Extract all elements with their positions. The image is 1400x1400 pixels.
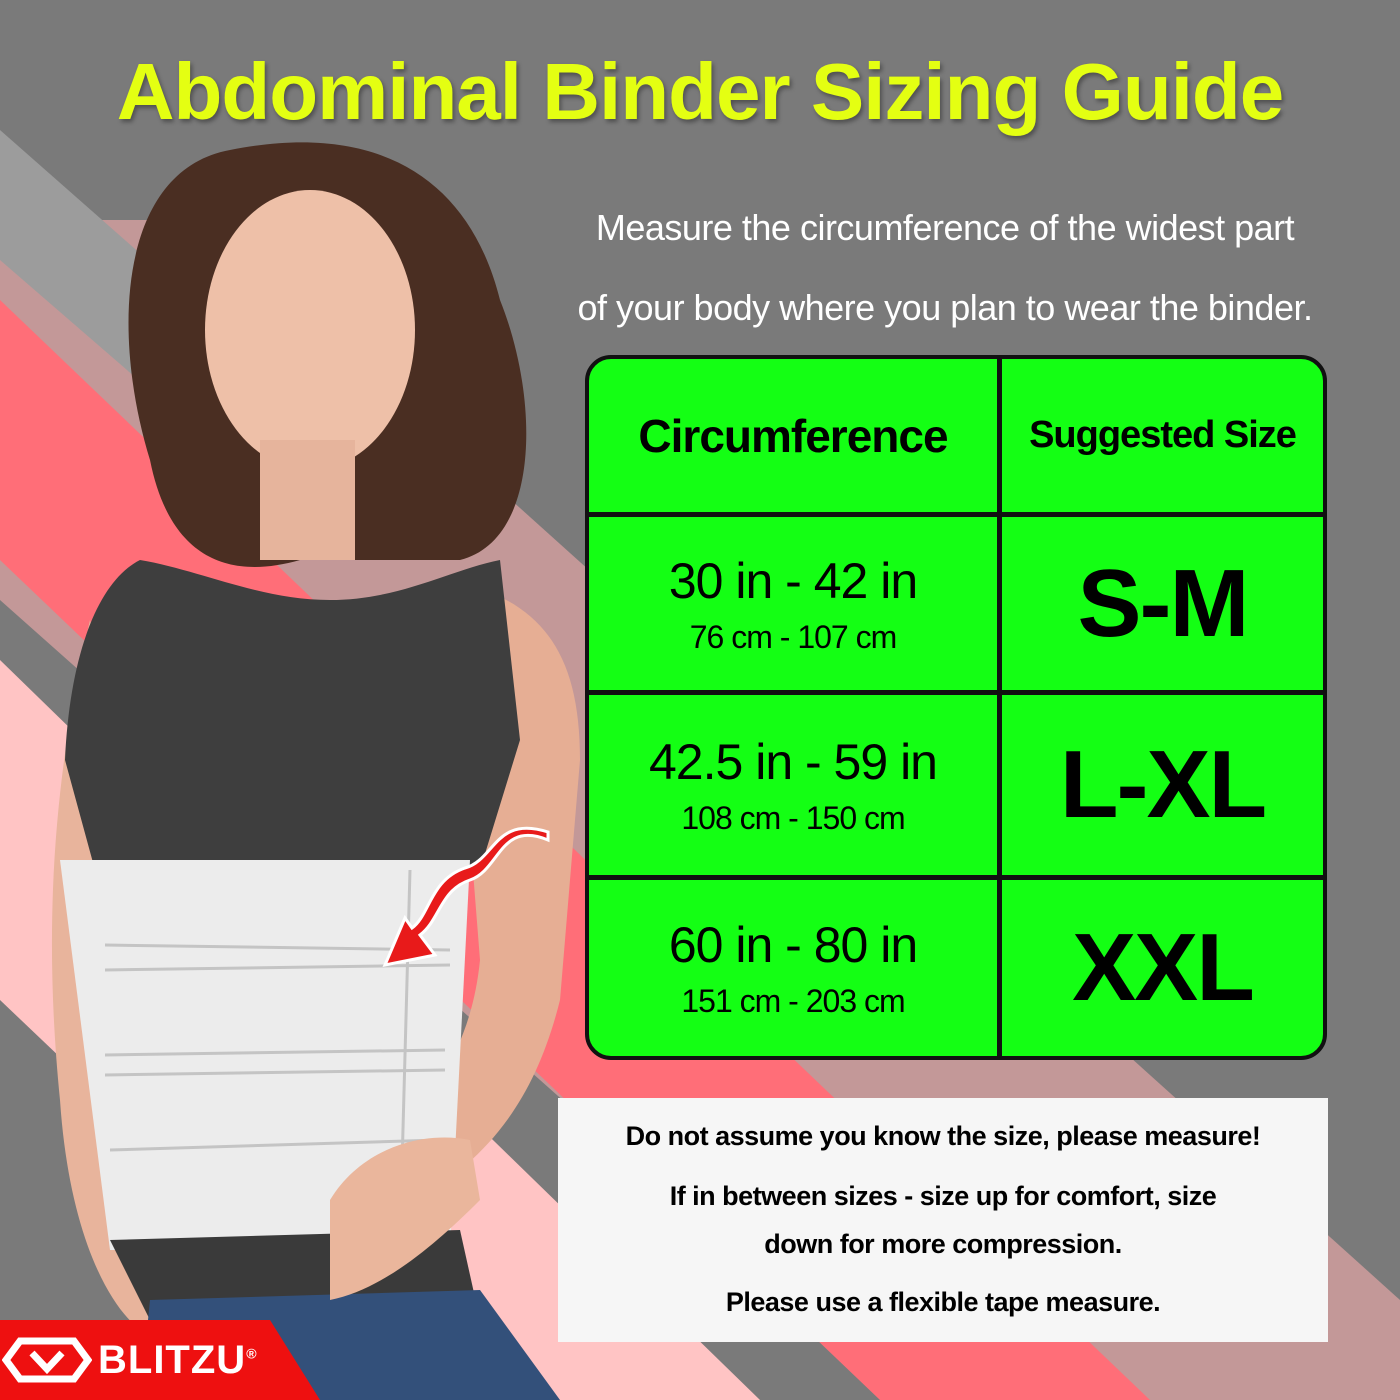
cm-range: 108 cm - 150 cm — [681, 800, 905, 836]
registered-mark: ® — [246, 1345, 258, 1362]
row-divider — [589, 690, 1323, 695]
model-photo — [51, 142, 580, 1400]
brand-name: BLITZU — [98, 1337, 247, 1382]
inches-range: 42.5 in - 59 in — [649, 734, 938, 790]
header-suggested-size: Suggested Size — [1029, 414, 1297, 456]
sizing-notes: Do not assume you know the size, please … — [558, 1098, 1328, 1342]
header-circumference: Circumference — [638, 409, 948, 462]
size-label: S-M — [1077, 549, 1250, 657]
inches-range: 60 in - 80 in — [668, 917, 918, 973]
note: Please use a flexible tape measure. — [725, 1287, 1161, 1317]
size-label: XXL — [1072, 914, 1255, 1021]
cm-range: 151 cm - 203 cm — [681, 983, 905, 1019]
note: If in between sizes - size up for comfor… — [669, 1181, 1217, 1211]
table-row: 30 in - 42 in 76 cm - 107 cm — [589, 517, 997, 690]
brand-logo: BLITZU® — [0, 1320, 320, 1400]
row-divider — [589, 875, 1323, 880]
subtitle-line-2: of your body where you plan to wear the … — [577, 287, 1313, 328]
table-row: 60 in - 80 in 151 cm - 203 cm — [589, 880, 997, 1056]
column-divider — [997, 359, 1002, 1056]
table-row: 42.5 in - 59 in 108 cm - 150 cm — [589, 695, 997, 875]
page-title: Abdominal Binder Sizing Guide — [116, 47, 1285, 136]
cm-range: 76 cm - 107 cm — [689, 618, 898, 655]
note: Do not assume you know the size, please … — [625, 1121, 1261, 1151]
size-table: Circumference Suggested Size 30 in - 42 … — [585, 355, 1327, 1060]
arrow-icon — [382, 826, 550, 968]
subtitle-line-1: Measure the circumference of the widest … — [595, 207, 1295, 248]
size-label: L-XL — [1059, 731, 1267, 838]
blitzu-logo-icon — [2, 1337, 92, 1383]
note: down for more compression. — [764, 1229, 1122, 1259]
row-divider — [589, 512, 1323, 517]
inches-range: 30 in - 42 in — [668, 552, 918, 609]
